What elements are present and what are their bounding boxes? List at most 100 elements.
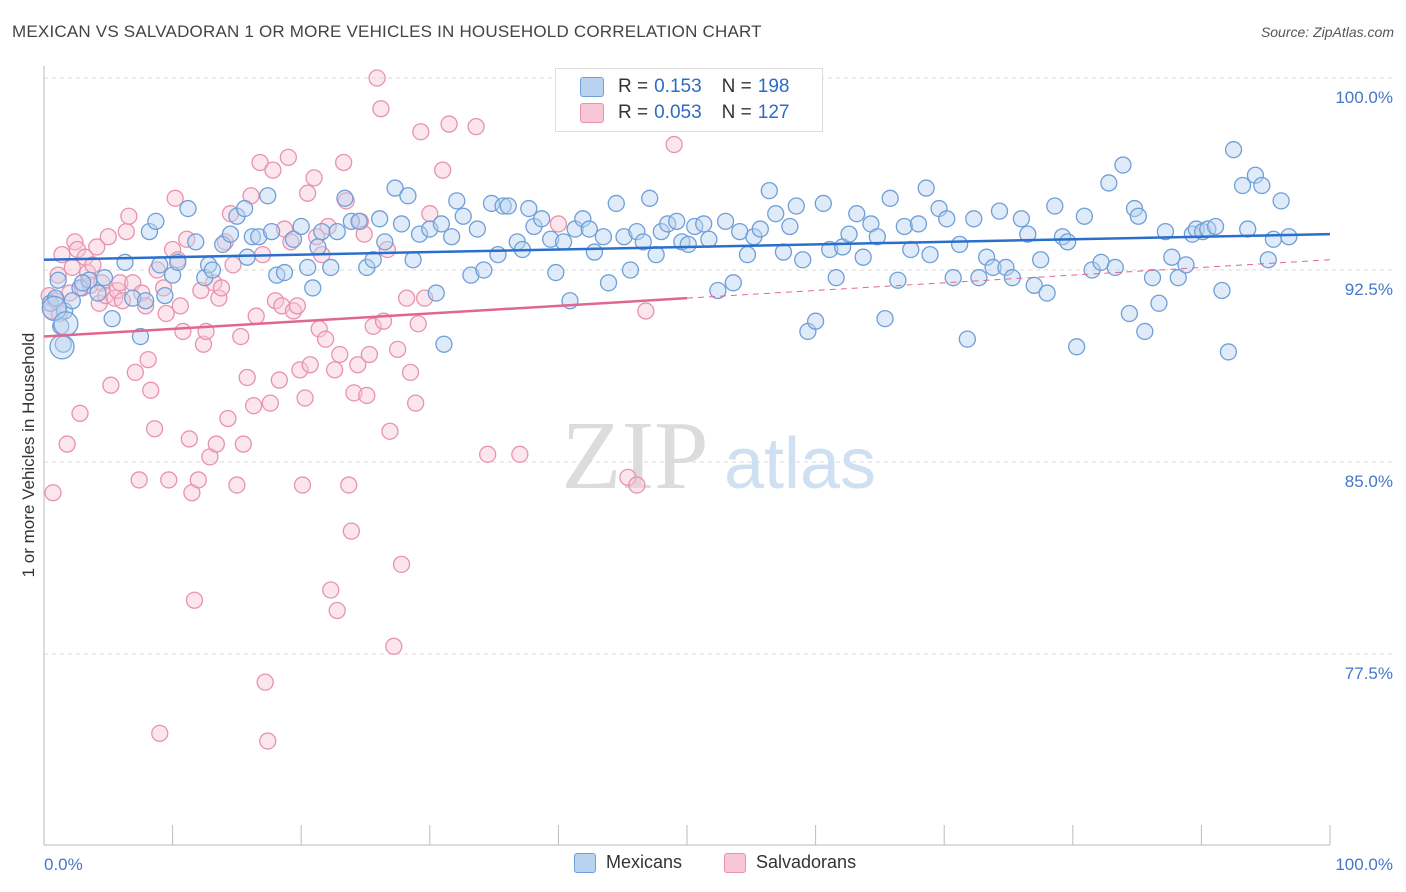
mexicans-points <box>41 141 1298 361</box>
bottom-legend-label-mexicans: Mexicans <box>606 852 683 872</box>
salvadorans-point <box>316 330 335 348</box>
y-tick-label: 92.5% <box>1345 280 1393 299</box>
salvadorans-point <box>282 233 300 251</box>
salvadorans-point <box>349 356 367 374</box>
mexicans-point <box>574 210 592 228</box>
mexicans-point <box>990 202 1009 220</box>
salvadorans-point <box>392 555 411 574</box>
mexicans-point <box>848 205 866 223</box>
mexicans-point <box>1253 176 1271 195</box>
mexicans-point <box>1169 269 1187 287</box>
mexicans-point <box>668 212 686 231</box>
salvadorans-point <box>381 422 399 440</box>
salvadorans-point <box>511 445 529 463</box>
mexicans-point <box>136 292 155 310</box>
mexicans-point <box>827 269 845 287</box>
tick-labels: 77.5% 85.0% 92.5% 100.0% 0.0% 100.0% <box>44 88 1393 874</box>
mexicans-point <box>958 330 976 348</box>
salvadorans-point <box>407 394 425 412</box>
mexicans-point <box>1143 269 1162 287</box>
bottom-legend-mexicans: Mexicans <box>574 852 682 873</box>
salvadorans-trend-extension <box>686 259 1331 299</box>
mexicans-point <box>435 335 453 353</box>
watermark: ZIP atlas <box>562 402 877 510</box>
salvadorans-point <box>264 161 282 179</box>
mexicans-point <box>895 217 913 236</box>
salvadorans-trend-line <box>43 296 688 338</box>
mexicans-point <box>376 233 394 251</box>
y-tick-label: 77.5% <box>1345 664 1393 683</box>
salvadorans-point <box>219 409 237 428</box>
mexicans-point <box>554 233 573 251</box>
salvadorans-point <box>99 228 117 246</box>
salvadorans-point <box>388 340 407 359</box>
salvadorans-point <box>111 274 129 292</box>
salvadorans-point <box>139 350 157 369</box>
salvadorans-point <box>256 673 274 691</box>
salvadorans-point <box>142 381 160 399</box>
mexicans-point <box>876 309 894 328</box>
legend-row-mexicans: R = 0.153 N = 198 <box>580 75 809 99</box>
y-tick-label: 100.0% <box>1335 88 1393 107</box>
mexicans-point <box>902 240 920 259</box>
mexicans-point <box>313 222 331 241</box>
mexicans-point <box>462 266 480 284</box>
mexicans-point <box>1150 294 1168 312</box>
salvadorans-point <box>71 404 89 423</box>
mexicans-point <box>427 284 445 302</box>
mexicans-point <box>499 197 517 215</box>
legend-n-value: 198 <box>757 76 790 97</box>
mexicans-point <box>1136 322 1154 341</box>
legend-swatch-salvadorans <box>580 103 604 123</box>
legend-n-value: 127 <box>757 102 790 123</box>
y-tick-label: 85.0% <box>1345 472 1393 491</box>
salvadorans-point <box>44 484 62 502</box>
salvadorans-point <box>232 327 250 346</box>
salvadorans-point <box>340 476 358 494</box>
salvadorans-point <box>325 361 344 379</box>
mexicans-point <box>235 199 254 218</box>
mexicans-point <box>774 243 793 261</box>
mexicans-point <box>1038 284 1056 302</box>
mexicans-point <box>641 189 659 207</box>
salvadorans-point <box>322 581 340 599</box>
salvadorans-point <box>194 335 213 353</box>
mexicans-point <box>542 230 560 248</box>
bottom-legend-label-salvadorans: Salvadorans <box>756 852 857 872</box>
mexicans-point <box>364 251 382 269</box>
x-tick-label: 100.0% <box>1335 855 1393 874</box>
mexicans-point <box>1106 258 1124 277</box>
mexicans-point <box>1012 210 1031 228</box>
mexicans-point <box>336 189 354 207</box>
mexicans-point <box>821 240 839 259</box>
mexicans-point <box>179 199 197 218</box>
mexicans-point <box>580 220 598 238</box>
mexicans-point <box>124 289 142 307</box>
salvadorans-point <box>270 371 288 389</box>
salvadorans-point <box>228 476 246 494</box>
mexicans-point <box>767 205 785 223</box>
mexicans-point <box>724 274 742 292</box>
x-tick-label: 0.0% <box>44 855 83 874</box>
salvadorans-point <box>160 471 178 489</box>
salvadorans-point <box>412 123 430 141</box>
salvadorans-point <box>291 361 309 379</box>
salvadorans-point <box>358 386 376 405</box>
salvadorans-point <box>113 292 132 310</box>
mexicans-point <box>309 238 327 256</box>
mexicans-point <box>679 235 697 254</box>
legend-swatch-mexicans <box>580 77 604 97</box>
mexicans-point <box>238 248 256 266</box>
mexicans-point <box>647 245 665 264</box>
mexicans-point <box>275 263 294 282</box>
mexicans-point <box>468 220 487 238</box>
salvadorans-point <box>185 591 204 609</box>
chart-title: MEXICAN VS SALVADORAN 1 OR MORE VEHICLES… <box>12 22 762 41</box>
salvadorans-point <box>88 238 106 256</box>
mexicans-point <box>1280 228 1298 246</box>
mexicans-point <box>404 251 422 269</box>
mexicans-point <box>147 212 165 231</box>
mexicans-point <box>1156 222 1175 241</box>
mexicans-point <box>751 220 769 238</box>
